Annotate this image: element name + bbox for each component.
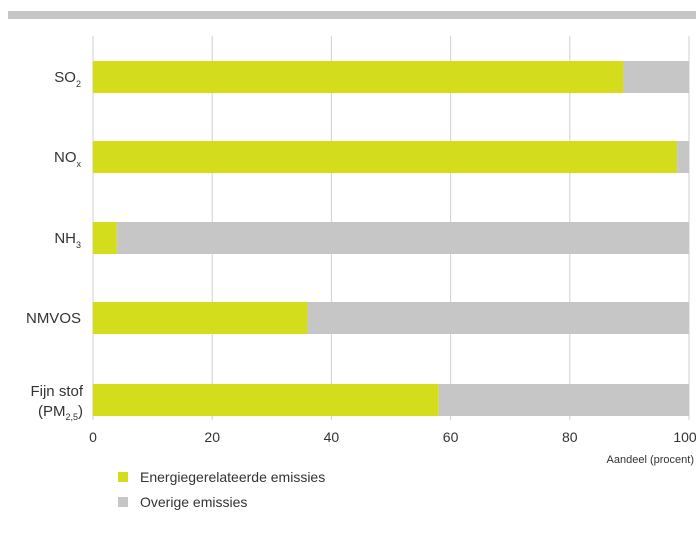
legend-swatch bbox=[118, 472, 128, 482]
x-tick-label: 60 bbox=[443, 429, 459, 445]
bars bbox=[93, 61, 690, 416]
category-label: NH3 bbox=[54, 230, 81, 250]
bar-segment bbox=[93, 141, 678, 173]
legend-label: Energiegerelateerde emissies bbox=[140, 469, 325, 485]
bar-segment bbox=[438, 384, 689, 416]
x-tick-label: 100 bbox=[673, 429, 696, 445]
bar-segment bbox=[677, 141, 689, 173]
bar-segment bbox=[307, 302, 689, 334]
category-label: Fijn stof bbox=[30, 383, 83, 400]
x-tick-label: 0 bbox=[89, 429, 97, 445]
bar-segment bbox=[116, 222, 690, 254]
bar-segment bbox=[93, 222, 117, 254]
bar-segment bbox=[93, 302, 308, 334]
category-label: SO2 bbox=[54, 69, 81, 89]
x-tick-label: 40 bbox=[324, 429, 340, 445]
x-tick-label: 80 bbox=[562, 429, 578, 445]
category-label: NMVOS bbox=[26, 310, 81, 327]
x-tick-label: 20 bbox=[204, 429, 220, 445]
bar-segment bbox=[93, 61, 624, 93]
category-label: NOx bbox=[54, 149, 82, 169]
bar-segment bbox=[623, 61, 689, 93]
x-tick-labels: 0 20 40 60 80 100 bbox=[89, 429, 696, 445]
bar-segment bbox=[93, 384, 439, 416]
header-bar bbox=[8, 11, 696, 19]
x-axis-title: Aandeel (procent) bbox=[607, 454, 694, 466]
legend-label: Overige emissies bbox=[140, 494, 247, 510]
legend: Energiegerelateerde emissies Overige emis… bbox=[118, 469, 325, 510]
category-label-line2: (PM2,5) bbox=[38, 403, 83, 422]
category-labels: SO2 NOx NH3 NMVOS Fijn stof (PM2,5) bbox=[26, 69, 84, 422]
legend-swatch bbox=[118, 497, 128, 507]
